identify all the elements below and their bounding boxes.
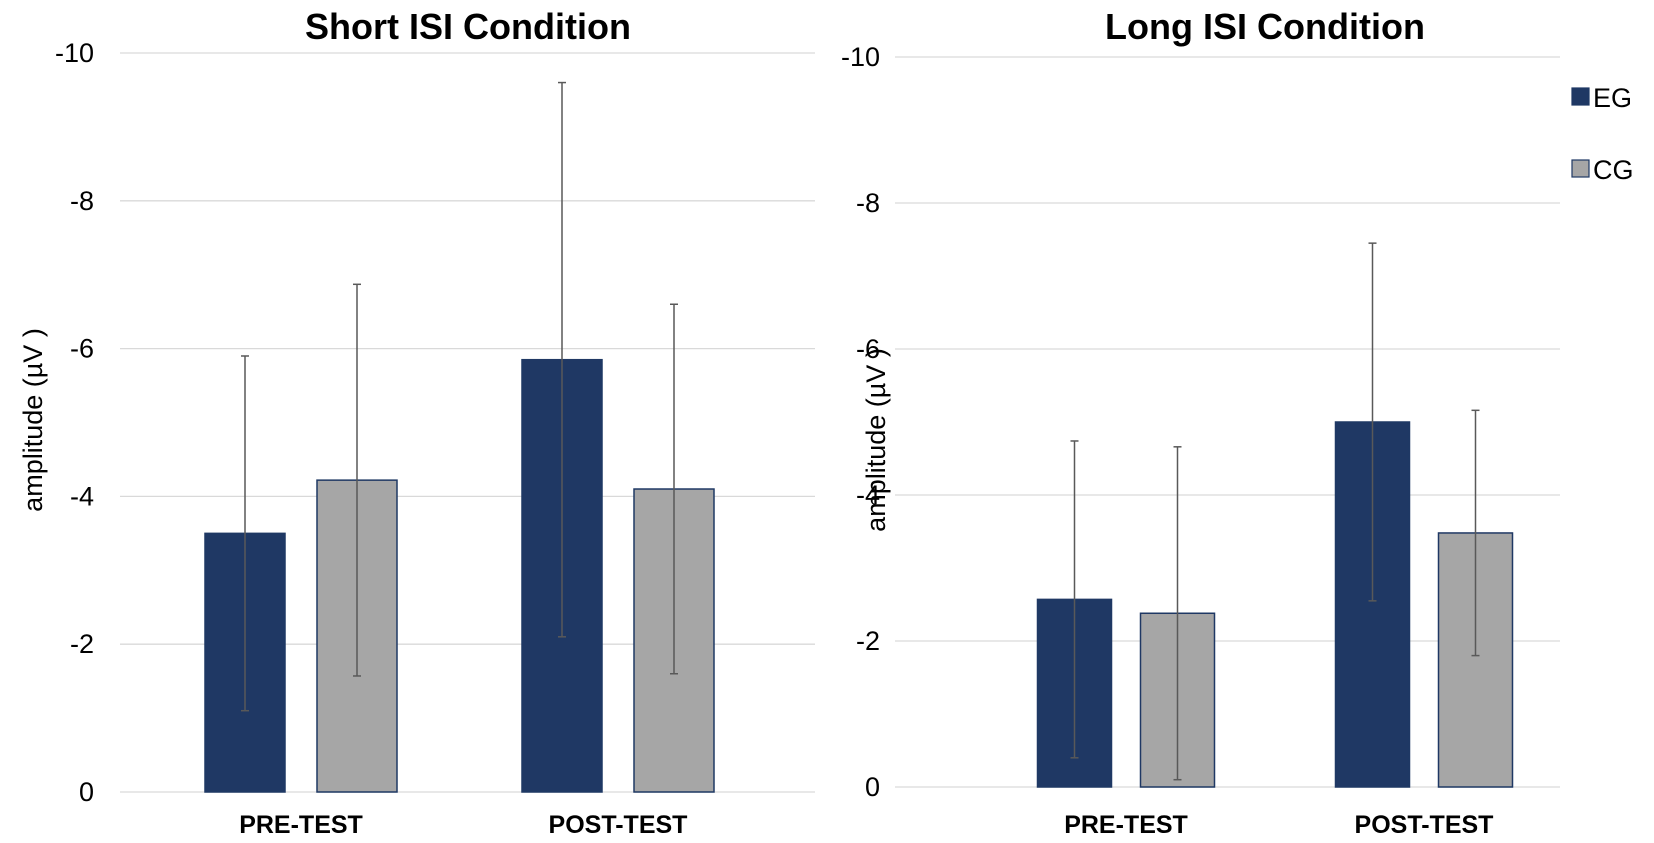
error-bar-eg-post-test — [558, 81, 566, 638]
error-bar-eg-pre-test — [241, 355, 249, 712]
y-tick-label: -8 — [70, 186, 94, 216]
legend-label: CG — [1593, 155, 1634, 185]
y-tick-label: -6 — [856, 334, 880, 364]
legend-item-cg: CG — [1571, 155, 1634, 185]
chart-title: Short ISI Condition — [305, 6, 631, 47]
x-category-label: PRE-TEST — [1064, 811, 1188, 839]
y-tick-label: -4 — [70, 481, 94, 511]
x-category-label: PRE-TEST — [239, 811, 363, 839]
error-bar-eg-pre-test — [1070, 440, 1079, 759]
y-tick-label: -2 — [856, 626, 880, 656]
bar-cg-post-test — [1437, 532, 1514, 788]
y-tick-label: -10 — [55, 38, 94, 68]
y-tick-label: 0 — [865, 772, 880, 802]
legend-item-eg: EG — [1571, 83, 1632, 113]
y-tick-label: -10 — [841, 42, 880, 72]
error-bar-cg-pre-test — [1173, 446, 1182, 781]
legend-label: EG — [1593, 83, 1632, 113]
y-tick-label: -8 — [856, 188, 880, 218]
y-axis-label: amplitude (µV ) — [18, 328, 48, 512]
error-bar-cg-post-test — [670, 303, 678, 675]
chart-title: Long ISI Condition — [1105, 6, 1425, 47]
legend: EG CG — [1571, 83, 1634, 185]
y-tick-label: -6 — [70, 334, 94, 364]
legend-swatch — [1571, 159, 1590, 178]
x-category-label: POST-TEST — [1355, 811, 1494, 839]
chart-short-isi: 0 -2 -4 -6 -8 -10 Short ISI Condition amplitude… — [18, 6, 815, 839]
x-category-label: POST-TEST — [549, 811, 688, 839]
legend-swatch — [1571, 87, 1590, 106]
error-bar-cg-pre-test — [353, 283, 361, 677]
y-tick-label: -2 — [70, 629, 94, 659]
y-tick-label: -4 — [856, 480, 880, 510]
error-bar-cg-post-test — [1471, 409, 1480, 657]
y-axis-label: amplitude (µV ) — [861, 348, 891, 532]
error-bar-eg-post-test — [1368, 242, 1377, 602]
y-tick-label: 0 — [79, 777, 94, 807]
chart-long-isi: 0 -2 -4 -6 -8 -10 Long ISI Condition amplitude … — [841, 6, 1560, 839]
